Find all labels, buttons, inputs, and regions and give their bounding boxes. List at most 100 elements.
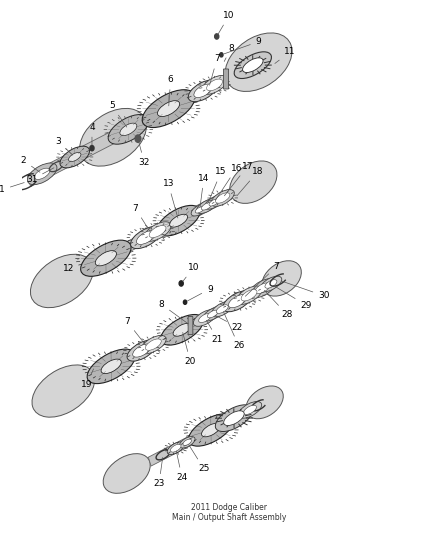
Text: 31: 31	[26, 168, 54, 184]
Text: 30: 30	[281, 281, 330, 300]
Text: 7: 7	[132, 204, 150, 232]
Ellipse shape	[215, 193, 230, 203]
Ellipse shape	[173, 324, 191, 336]
Ellipse shape	[170, 445, 181, 452]
Text: 4: 4	[89, 123, 95, 146]
Ellipse shape	[144, 222, 171, 241]
Ellipse shape	[183, 439, 191, 446]
Text: 18: 18	[237, 167, 264, 196]
Ellipse shape	[249, 279, 276, 298]
Circle shape	[220, 53, 223, 57]
Ellipse shape	[215, 405, 253, 432]
Ellipse shape	[207, 79, 223, 91]
Ellipse shape	[234, 52, 272, 78]
Ellipse shape	[203, 307, 223, 321]
Text: 13: 13	[162, 179, 178, 218]
Ellipse shape	[241, 289, 257, 301]
Ellipse shape	[141, 335, 166, 354]
Ellipse shape	[103, 454, 150, 494]
Ellipse shape	[205, 196, 223, 209]
Ellipse shape	[167, 442, 184, 455]
Text: 23: 23	[153, 457, 165, 488]
Ellipse shape	[202, 76, 227, 94]
Text: 20: 20	[183, 333, 196, 366]
Text: 7: 7	[209, 54, 220, 85]
Circle shape	[215, 34, 219, 39]
Text: 8: 8	[224, 44, 234, 61]
Ellipse shape	[127, 340, 156, 361]
Text: 9: 9	[187, 285, 213, 301]
Ellipse shape	[201, 203, 212, 210]
Ellipse shape	[149, 225, 166, 238]
Text: 25: 25	[189, 445, 209, 473]
Ellipse shape	[158, 101, 180, 117]
Ellipse shape	[120, 123, 137, 135]
Ellipse shape	[216, 305, 228, 313]
Circle shape	[184, 300, 187, 304]
Circle shape	[179, 281, 183, 286]
Text: 26: 26	[223, 312, 244, 351]
Text: 22: 22	[215, 316, 243, 332]
Ellipse shape	[28, 163, 57, 184]
Ellipse shape	[198, 313, 212, 322]
Ellipse shape	[201, 423, 220, 437]
Ellipse shape	[108, 115, 148, 144]
Ellipse shape	[137, 231, 155, 245]
Ellipse shape	[194, 84, 212, 98]
Text: 21: 21	[206, 320, 223, 344]
Ellipse shape	[81, 240, 131, 276]
Text: 15: 15	[208, 167, 227, 204]
Ellipse shape	[170, 214, 187, 227]
FancyBboxPatch shape	[223, 69, 229, 89]
Ellipse shape	[95, 251, 117, 266]
Text: 14: 14	[198, 174, 209, 207]
Ellipse shape	[197, 199, 217, 214]
Text: 7: 7	[245, 262, 279, 296]
Ellipse shape	[246, 386, 283, 419]
Ellipse shape	[180, 437, 195, 448]
Ellipse shape	[131, 227, 162, 248]
Text: 10: 10	[218, 11, 235, 34]
Ellipse shape	[212, 301, 233, 317]
Ellipse shape	[255, 283, 270, 294]
Ellipse shape	[133, 344, 151, 357]
Ellipse shape	[87, 349, 135, 384]
Polygon shape	[92, 284, 264, 380]
Polygon shape	[91, 189, 232, 270]
Text: 8: 8	[159, 300, 188, 324]
Text: 29: 29	[273, 285, 312, 310]
Ellipse shape	[101, 359, 121, 374]
Ellipse shape	[68, 152, 81, 161]
Text: 17: 17	[224, 162, 253, 196]
Ellipse shape	[145, 339, 161, 350]
Ellipse shape	[238, 401, 261, 418]
Text: 3: 3	[55, 136, 73, 155]
Ellipse shape	[207, 310, 218, 318]
Text: 12: 12	[63, 258, 79, 273]
Text: 28: 28	[265, 290, 293, 319]
Circle shape	[90, 146, 94, 151]
Text: 32: 32	[138, 141, 150, 167]
Ellipse shape	[262, 261, 301, 296]
Ellipse shape	[229, 295, 247, 308]
Ellipse shape	[188, 80, 218, 102]
Ellipse shape	[80, 108, 146, 166]
Text: 10: 10	[183, 263, 199, 281]
Ellipse shape	[142, 90, 195, 127]
Text: 2011 Dodge Caliber
Main / Output Shaft Assembly: 2011 Dodge Caliber Main / Output Shaft A…	[172, 503, 286, 522]
Ellipse shape	[223, 290, 252, 312]
Text: 9: 9	[224, 37, 261, 54]
Ellipse shape	[188, 414, 233, 446]
Text: 16: 16	[215, 164, 242, 200]
Polygon shape	[148, 410, 243, 466]
Ellipse shape	[32, 365, 95, 417]
Ellipse shape	[211, 190, 234, 206]
Text: 2: 2	[21, 156, 40, 172]
Ellipse shape	[35, 168, 50, 180]
Ellipse shape	[236, 286, 262, 304]
Ellipse shape	[209, 199, 219, 206]
Text: 7: 7	[124, 317, 146, 345]
Text: 5: 5	[109, 101, 127, 127]
Ellipse shape	[60, 146, 89, 168]
Text: 24: 24	[177, 451, 187, 482]
